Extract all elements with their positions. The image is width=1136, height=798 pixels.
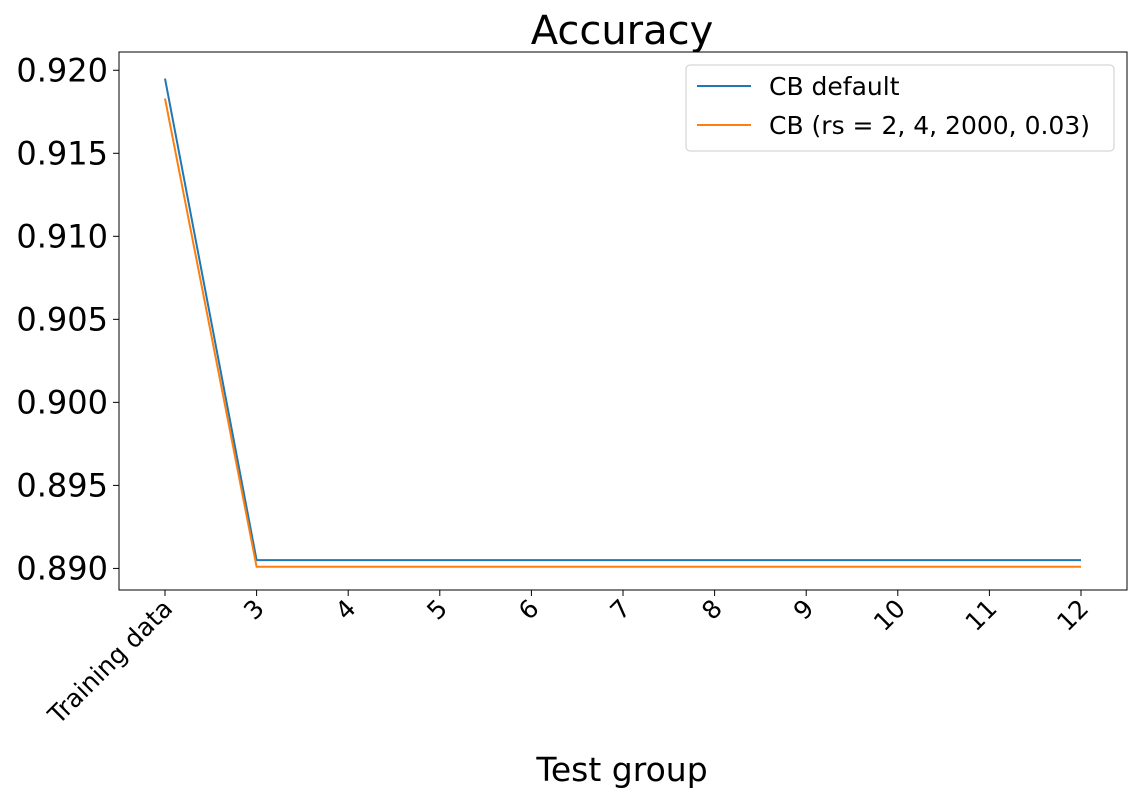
x-tick-label: 5 bbox=[421, 594, 453, 626]
x-tick-label: 6 bbox=[513, 594, 545, 626]
x-tick-label: 12 bbox=[1051, 594, 1094, 637]
x-tick-label: 8 bbox=[696, 594, 728, 626]
y-tick-label: 0.905 bbox=[16, 300, 108, 338]
legend-label-cb-rs: CB (rs = 2, 4, 2000, 0.03) bbox=[769, 111, 1090, 140]
y-tick-label: 0.910 bbox=[16, 217, 108, 255]
x-tick-label: 10 bbox=[868, 594, 911, 637]
y-tick-label: 0.895 bbox=[16, 466, 108, 504]
legend-frame bbox=[685, 64, 1115, 152]
x-tick-label: 9 bbox=[788, 594, 820, 626]
x-tick-label: 7 bbox=[604, 594, 636, 626]
legend-label-cb-default: CB default bbox=[769, 72, 900, 101]
series-line-1 bbox=[164, 98, 1081, 568]
y-axis-ticks: 0.890 0.895 0.900 0.905 0.910 0.915 0.920 bbox=[16, 51, 119, 587]
y-tick-label: 0.920 bbox=[16, 51, 108, 89]
series-line-0 bbox=[164, 78, 1081, 562]
series-layer bbox=[164, 78, 1081, 568]
y-tick-label: 0.915 bbox=[16, 134, 108, 172]
legend: CB default CB (rs = 2, 4, 2000, 0.03) bbox=[685, 64, 1115, 152]
y-tick-label: 0.900 bbox=[16, 383, 108, 421]
x-tick-label: 11 bbox=[960, 594, 1003, 637]
x-axis-label: Test group bbox=[535, 750, 707, 789]
y-tick-label: 0.890 bbox=[16, 549, 108, 587]
x-tick-label: Training data bbox=[42, 594, 178, 730]
x-tick-label: 3 bbox=[238, 594, 270, 626]
x-axis-ticks: Training data 3 4 5 6 7 8 9 10 11 12 bbox=[42, 590, 1094, 730]
x-tick-label: 4 bbox=[330, 594, 362, 626]
chart-title: Accuracy bbox=[531, 8, 714, 54]
